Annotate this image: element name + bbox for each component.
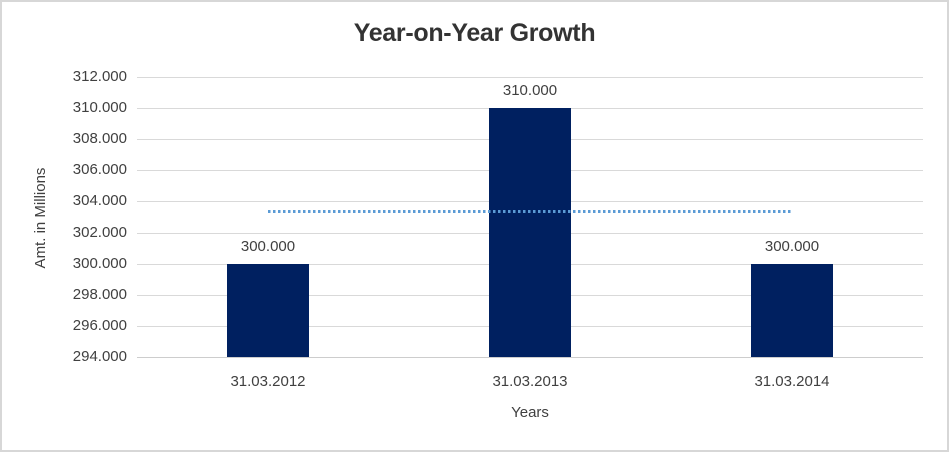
- y-tick-label: 308.000: [72, 130, 127, 148]
- plot-area: 300.000 310.000 300.000: [137, 77, 923, 358]
- bar-data-label: 300.000: [240, 237, 296, 255]
- bar: [489, 108, 571, 357]
- y-tick-label: 300.000: [72, 254, 127, 272]
- y-tick-label: 294.000: [72, 348, 127, 365]
- bar-data-label: 310.000: [502, 82, 558, 100]
- chart-title: Year-on-Year Growth: [353, 19, 596, 47]
- bar: [227, 263, 309, 357]
- y-tick-label: 302.000: [72, 223, 127, 241]
- average-dotted-line: [268, 210, 792, 214]
- x-tick-label: 31.03.2013: [492, 373, 568, 390]
- y-tick-label: 312.000: [72, 68, 127, 85]
- x-tick-label: 31.03.2012: [230, 373, 306, 390]
- bar-data-label: 300.000: [764, 237, 820, 255]
- x-axis-title: Years: [511, 404, 549, 421]
- y-tick-label: 298.000: [72, 285, 127, 303]
- x-axis-line: [137, 357, 923, 358]
- x-tick-label: 31.03.2014: [754, 373, 830, 390]
- bar: [751, 263, 833, 357]
- y-tick-label: 310.000: [72, 99, 127, 117]
- y-tick-label: 306.000: [72, 161, 127, 179]
- y-tick-label: 296.000: [72, 316, 127, 334]
- gridline: [137, 77, 923, 78]
- y-tick-label: 304.000: [72, 192, 127, 210]
